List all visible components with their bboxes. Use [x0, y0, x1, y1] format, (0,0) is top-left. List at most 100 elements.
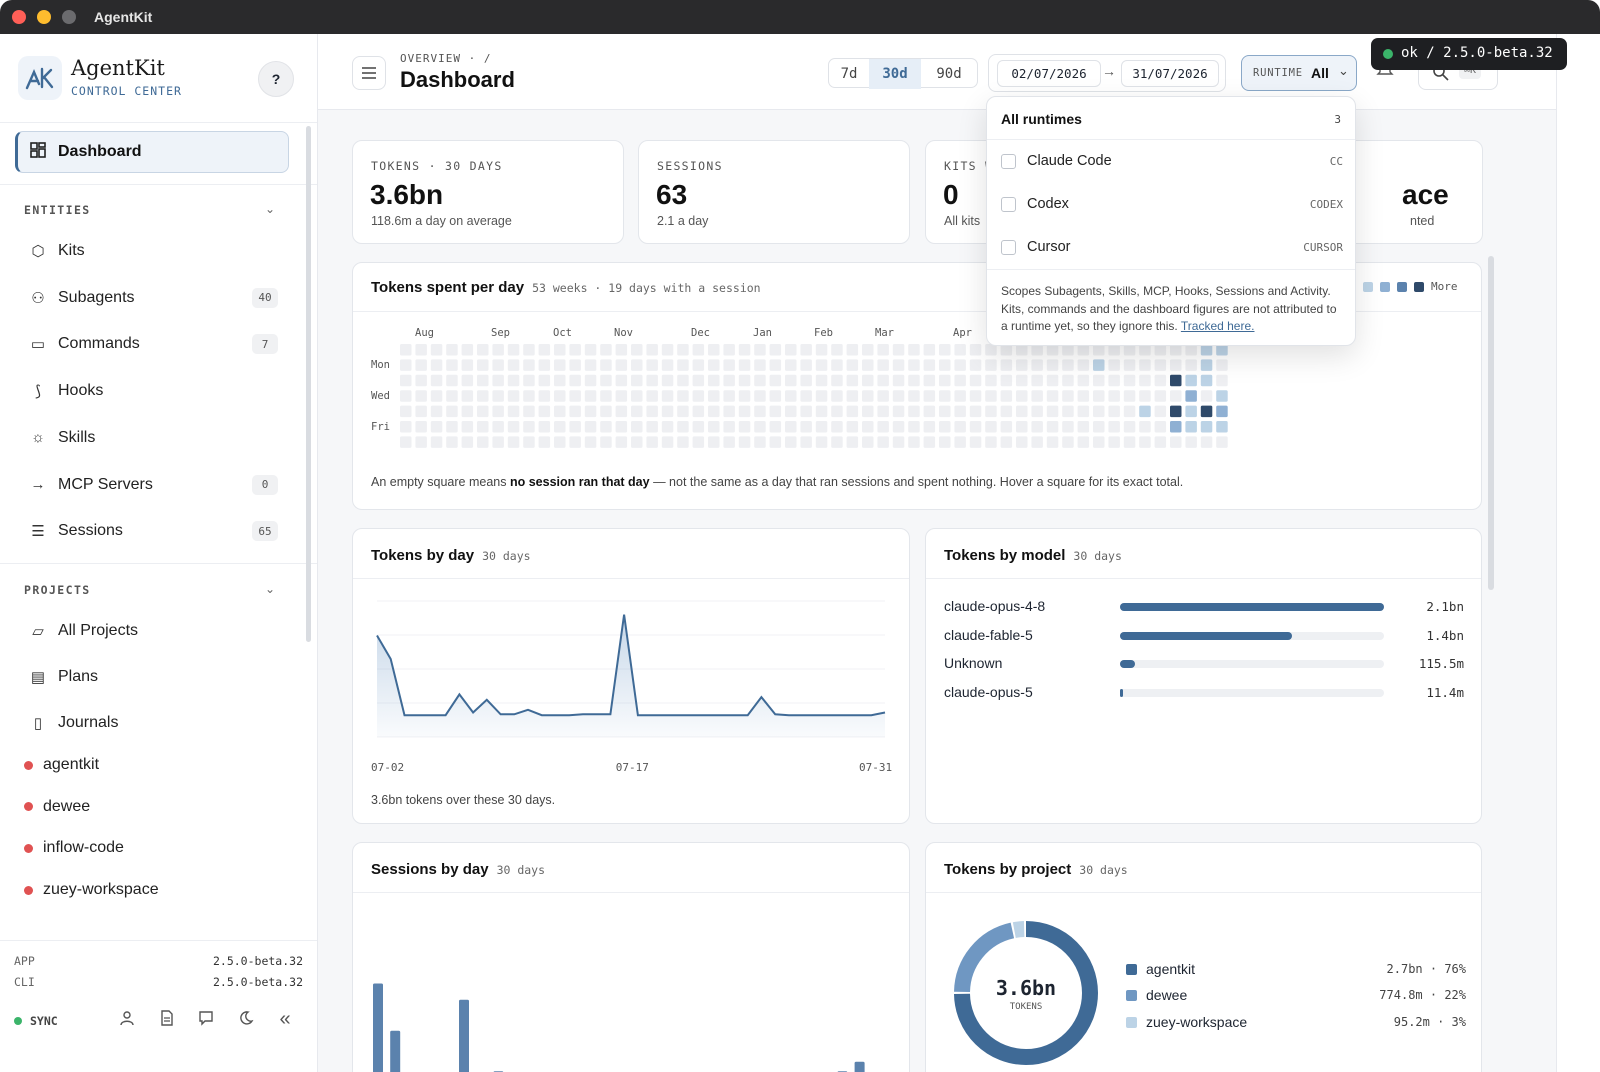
heatmap-cell[interactable] — [492, 421, 504, 433]
heatmap-cell[interactable] — [1108, 374, 1120, 387]
heatmap-cell[interactable] — [554, 359, 566, 371]
heatmap-cell[interactable] — [1000, 405, 1013, 418]
heatmap-cell[interactable] — [692, 390, 705, 402]
heatmap-cell[interactable] — [1170, 374, 1182, 387]
heatmap-cell[interactable] — [569, 421, 581, 433]
heatmap-cell[interactable] — [754, 405, 766, 418]
heatmap-cell[interactable] — [1216, 344, 1228, 356]
sidebar-item-mcp-servers[interactable]: → MCP Servers 0 — [18, 464, 290, 506]
heatmap-cell[interactable] — [1108, 390, 1120, 402]
heatmap-cell[interactable] — [615, 344, 628, 356]
heatmap-cell[interactable] — [600, 359, 612, 371]
heatmap-cell[interactable] — [1031, 374, 1043, 387]
heatmap-cell[interactable] — [615, 421, 628, 433]
heatmap-cell[interactable] — [1123, 421, 1136, 433]
heatmap-cell[interactable] — [831, 436, 843, 448]
heatmap-cell[interactable] — [815, 344, 828, 356]
heatmap-cell[interactable] — [631, 390, 643, 402]
heatmap-cell[interactable] — [831, 374, 843, 387]
heatmap-cell[interactable] — [738, 359, 751, 371]
runtime-option[interactable]: Claude Code CC — [987, 140, 1357, 182]
sidebar-item-all-projects[interactable]: ▱ All Projects — [18, 610, 290, 652]
checkbox[interactable] — [1001, 240, 1016, 255]
heatmap-cell[interactable] — [1200, 359, 1213, 371]
runtime-option[interactable]: Codex CODEX — [987, 183, 1357, 225]
heatmap-cell[interactable] — [430, 390, 443, 402]
heatmap-cell[interactable] — [477, 359, 489, 371]
heatmap-cell[interactable] — [631, 405, 643, 418]
heatmap-cell[interactable] — [754, 390, 766, 402]
heatmap-cell[interactable] — [615, 390, 628, 402]
heatmap-cell[interactable] — [831, 359, 843, 371]
heatmap-cell[interactable] — [1031, 421, 1043, 433]
heatmap-cell[interactable] — [800, 344, 812, 356]
heatmap-cell[interactable] — [723, 359, 735, 371]
heatmap-cell[interactable] — [1046, 390, 1059, 402]
heatmap-cell[interactable] — [661, 344, 674, 356]
checkbox[interactable] — [1001, 154, 1016, 169]
heatmap-cell[interactable] — [1123, 436, 1136, 448]
heatmap-cell[interactable] — [738, 374, 751, 387]
heatmap-cell[interactable] — [923, 421, 936, 433]
heatmap-cell[interactable] — [538, 390, 551, 402]
model-row[interactable]: claude-fable-5 1.4bn — [944, 625, 1464, 647]
heatmap-cell[interactable] — [877, 405, 889, 418]
sidebar-item-skills[interactable]: ☼ Skills — [18, 417, 290, 459]
project-legend-row[interactable]: dewee 774.8m · 22% — [1126, 986, 1466, 1006]
heatmap-cell[interactable] — [523, 390, 535, 402]
heatmap-cell[interactable] — [708, 359, 720, 371]
project-item[interactable]: agentkit — [24, 756, 99, 774]
heatmap-cell[interactable] — [800, 374, 812, 387]
heatmap-cell[interactable] — [800, 359, 812, 371]
heatmap-cell[interactable] — [939, 436, 951, 448]
heatmap-cell[interactable] — [554, 390, 566, 402]
heatmap-cell[interactable] — [877, 421, 889, 433]
heatmap-cell[interactable] — [1046, 344, 1059, 356]
heatmap-cell[interactable] — [877, 359, 889, 371]
heatmap-cell[interactable] — [1031, 436, 1043, 448]
range-7d[interactable]: 7d — [840, 66, 858, 82]
session-bar[interactable] — [390, 1030, 401, 1072]
heatmap-cell[interactable] — [538, 436, 551, 448]
heatmap-cell[interactable] — [446, 344, 458, 356]
heatmap-cell[interactable] — [1093, 344, 1105, 356]
heatmap-cell[interactable] — [400, 390, 412, 402]
heatmap-cell[interactable] — [492, 390, 504, 402]
heatmap-cell[interactable] — [1185, 421, 1197, 433]
status-pill[interactable]: ok / 2.5.0-beta.32 — [1371, 38, 1567, 70]
heatmap-cell[interactable] — [584, 359, 597, 371]
heatmap-cell[interactable] — [1077, 405, 1090, 418]
heatmap-cell[interactable] — [708, 436, 720, 448]
sidebar-item-subagents[interactable]: ⚇ Subagents 40 — [18, 277, 290, 319]
session-bar[interactable] — [854, 1061, 865, 1072]
heatmap-cell[interactable] — [415, 359, 427, 371]
heatmap-cell[interactable] — [430, 344, 443, 356]
heatmap-cell[interactable] — [1046, 359, 1059, 371]
heatmap-cell[interactable] — [538, 374, 551, 387]
heatmap-cell[interactable] — [677, 374, 689, 387]
heatmap-cell[interactable] — [646, 374, 658, 387]
chevron-down-icon[interactable]: ⌄ — [264, 202, 275, 216]
heatmap-cell[interactable] — [1093, 359, 1105, 371]
moon-icon[interactable] — [235, 1010, 257, 1032]
heatmap-cell[interactable] — [862, 405, 874, 418]
heatmap-cell[interactable] — [738, 390, 751, 402]
heatmap-cell[interactable] — [923, 405, 936, 418]
heatmap-cell[interactable] — [723, 344, 735, 356]
heatmap-cell[interactable] — [415, 421, 427, 433]
project-item[interactable]: dewee — [24, 798, 90, 816]
heatmap-cell[interactable] — [507, 359, 520, 371]
heatmap-cell[interactable] — [846, 374, 859, 387]
heatmap-cell[interactable] — [1170, 421, 1182, 433]
heatmap-cell[interactable] — [785, 436, 797, 448]
heatmap-cell[interactable] — [507, 374, 520, 387]
heatmap-cell[interactable] — [446, 359, 458, 371]
heatmap-cell[interactable] — [939, 359, 951, 371]
heatmap-cell[interactable] — [1139, 390, 1151, 402]
heatmap-cell[interactable] — [1139, 359, 1151, 371]
heatmap-cell[interactable] — [400, 421, 412, 433]
heatmap-cell[interactable] — [1170, 344, 1182, 356]
heatmap-cell[interactable] — [507, 436, 520, 448]
model-row[interactable]: Unknown 115.5m — [944, 653, 1464, 675]
model-row[interactable]: claude-opus-5 11.4m — [944, 682, 1464, 704]
